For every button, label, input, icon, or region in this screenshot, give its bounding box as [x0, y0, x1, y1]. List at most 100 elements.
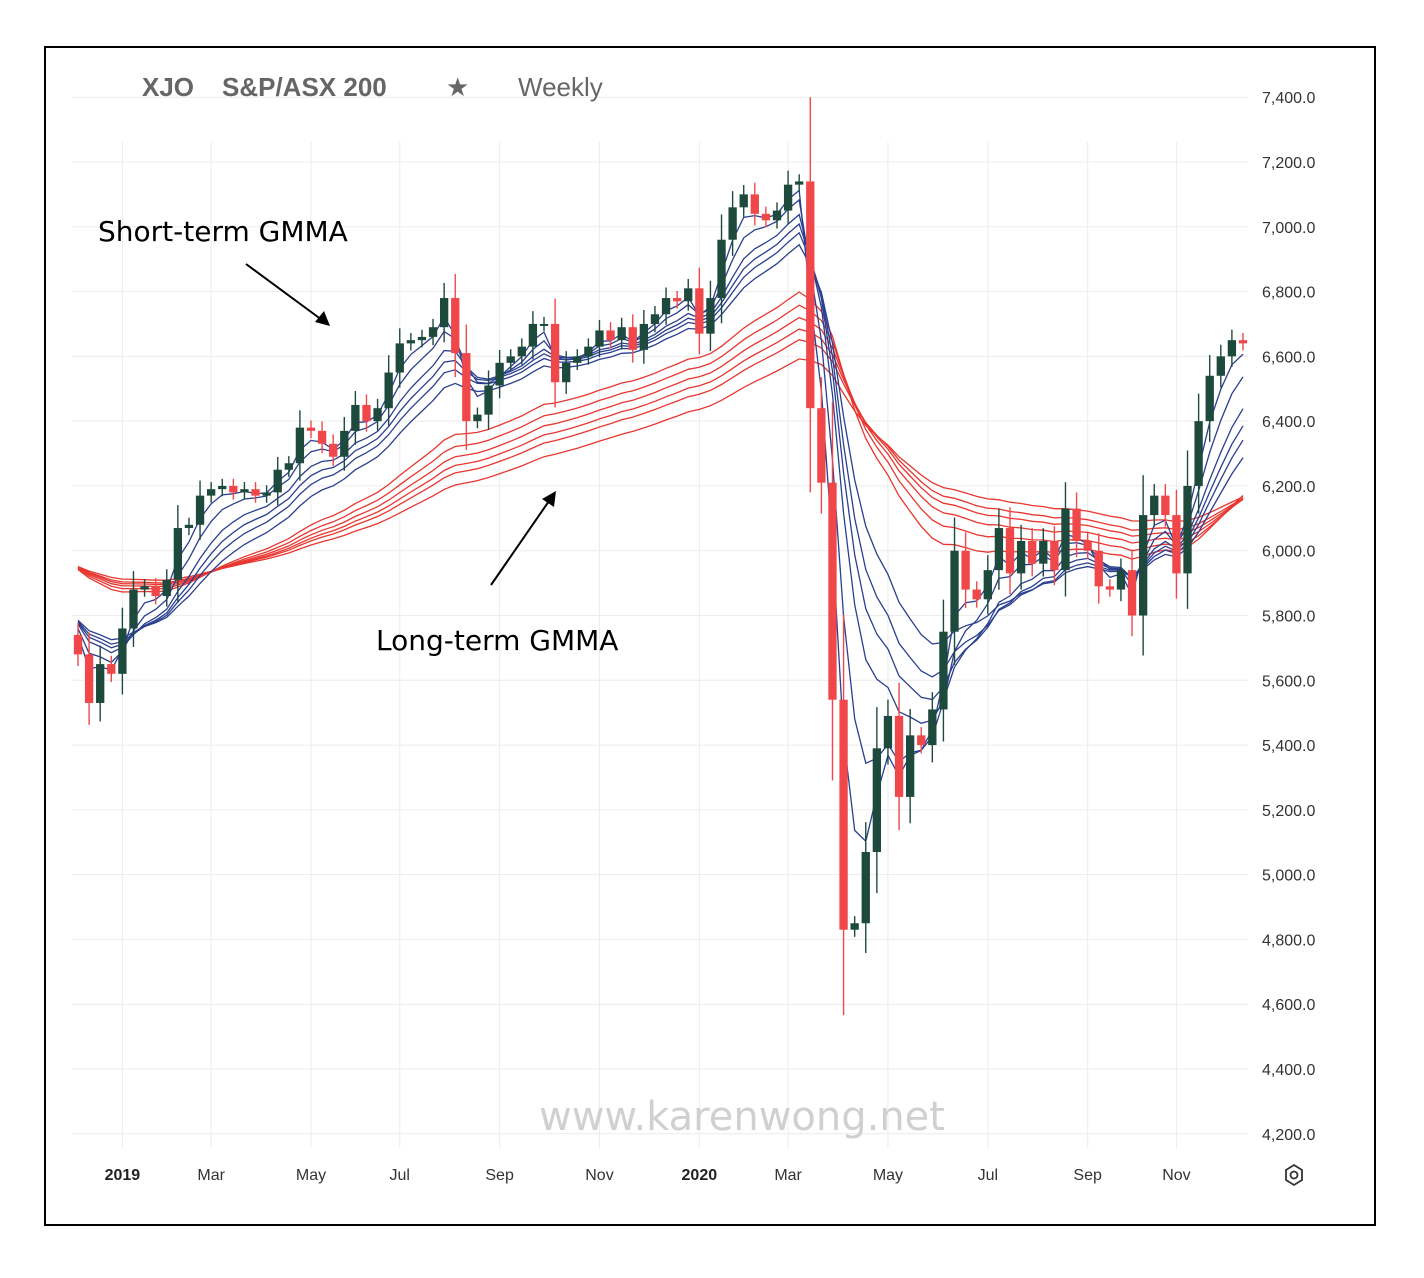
candle-body [573, 356, 582, 363]
candle-body [1150, 495, 1159, 516]
long-term-ema-line [77, 339, 1244, 584]
candle [1094, 533, 1103, 604]
candle-body [218, 485, 227, 490]
candle-body [562, 362, 571, 383]
y-tick-label: 4,200.0 [1262, 1127, 1315, 1144]
candle-body [728, 207, 737, 240]
candle [672, 290, 682, 309]
candle-body [872, 748, 882, 852]
settings-gear-icon[interactable] [1285, 1163, 1303, 1187]
candle [406, 333, 416, 351]
candle [317, 421, 327, 454]
candle-body [306, 427, 316, 431]
x-tick-label: 2020 [682, 1167, 718, 1184]
x-tick-label: Sep [485, 1167, 514, 1184]
candle [1183, 450, 1192, 609]
candle-body [140, 586, 149, 590]
candle [905, 708, 915, 824]
y-tick-label: 6,400.0 [1262, 414, 1315, 431]
candle [972, 581, 981, 608]
candle-body [1127, 570, 1137, 616]
candle-body [894, 715, 904, 797]
candle [894, 682, 904, 831]
candle-body [1028, 540, 1037, 564]
candle-body [517, 346, 526, 357]
candle-body [861, 851, 870, 924]
candle [761, 206, 771, 228]
candle [1172, 489, 1181, 599]
y-tick-label: 4,400.0 [1262, 1062, 1315, 1079]
candle-body [695, 288, 704, 334]
y-tick-label: 5,600.0 [1262, 673, 1315, 690]
candle-body [373, 408, 382, 422]
candle [639, 310, 649, 364]
candle [573, 349, 582, 370]
x-tick-label: Mar [774, 1167, 802, 1184]
candle [1083, 532, 1092, 559]
candle-body [73, 634, 83, 655]
candle-body [1138, 515, 1148, 616]
candle [983, 555, 992, 615]
interval-label[interactable]: Weekly [518, 72, 603, 102]
candle-body [96, 664, 105, 703]
candle [384, 355, 393, 426]
long-term-ema-line [77, 328, 1244, 586]
candle [728, 191, 737, 256]
candle [606, 322, 615, 349]
candle-body [750, 194, 759, 214]
candle-body [628, 327, 637, 350]
candle-body [1161, 495, 1170, 516]
chart-frame [44, 46, 1376, 1226]
candle-body [262, 492, 271, 496]
favorite-star-icon[interactable]: ★ [446, 72, 469, 102]
candle [140, 579, 149, 597]
long-term-arrow-head [542, 491, 556, 507]
candle [84, 632, 94, 725]
candle-body [850, 923, 859, 930]
candle-body [828, 482, 837, 700]
long-term-arrow-line [490, 500, 550, 586]
candle [806, 97, 815, 493]
candle [107, 655, 116, 683]
candle [395, 328, 404, 388]
candle [218, 478, 227, 497]
candle [994, 508, 1004, 590]
candle [861, 822, 870, 954]
candle-body [584, 346, 593, 357]
candle-body [462, 353, 471, 422]
short-term-arrow-line [245, 263, 323, 321]
candle-body [950, 550, 959, 632]
candle [484, 370, 493, 430]
candle [661, 287, 671, 325]
candle [284, 456, 293, 477]
y-axis: 7,400.0 7,200.0 7,000.0 6,800.0 6,600.0 6,400… [1262, 90, 1315, 1144]
candle-body [195, 495, 205, 525]
candle [173, 505, 183, 603]
candle-body [484, 385, 493, 415]
candle [817, 377, 826, 514]
short-term-ema-line [77, 231, 1244, 678]
short-term-ema-line [77, 213, 1244, 724]
candle-body [1172, 515, 1181, 574]
candle [162, 569, 171, 607]
candle [750, 182, 759, 226]
candle-body [151, 586, 160, 597]
candle-body [550, 323, 560, 383]
y-tick-label: 7,200.0 [1262, 155, 1315, 172]
y-tick-label: 6,200.0 [1262, 479, 1315, 496]
candle [539, 316, 549, 332]
candle [373, 398, 382, 431]
candle [462, 324, 471, 450]
candle [628, 314, 637, 363]
long-term-ema-line [77, 304, 1244, 590]
x-tick-label: May [873, 1167, 903, 1184]
long-term-ema-line [77, 358, 1244, 581]
candle-body [284, 463, 293, 470]
candle [883, 699, 893, 765]
candle [96, 645, 105, 722]
candle [1127, 549, 1137, 637]
candle [1105, 579, 1115, 597]
y-tick-label: 5,000.0 [1262, 868, 1315, 885]
candle-body [883, 715, 893, 749]
candle [1016, 524, 1026, 590]
